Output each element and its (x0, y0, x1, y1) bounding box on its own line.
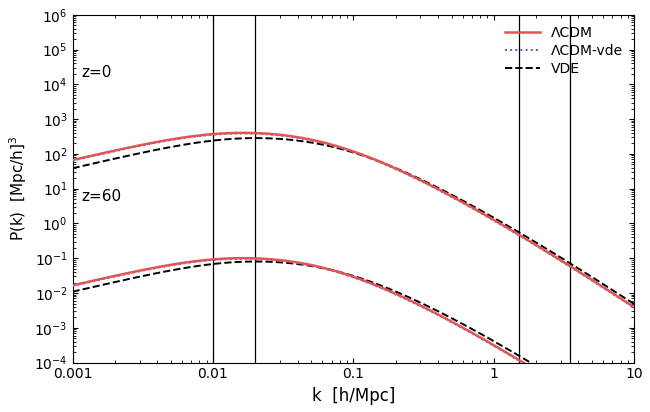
Text: z=60: z=60 (81, 189, 121, 204)
Text: z=0: z=0 (81, 65, 111, 80)
Y-axis label: P(k)  [Mpc/h]$^3$: P(k) [Mpc/h]$^3$ (7, 136, 29, 241)
X-axis label: k  [h/Mpc]: k [h/Mpc] (312, 387, 395, 405)
Legend: ΛCDM, ΛCDM-vde, VDE: ΛCDM, ΛCDM-vde, VDE (501, 22, 627, 80)
